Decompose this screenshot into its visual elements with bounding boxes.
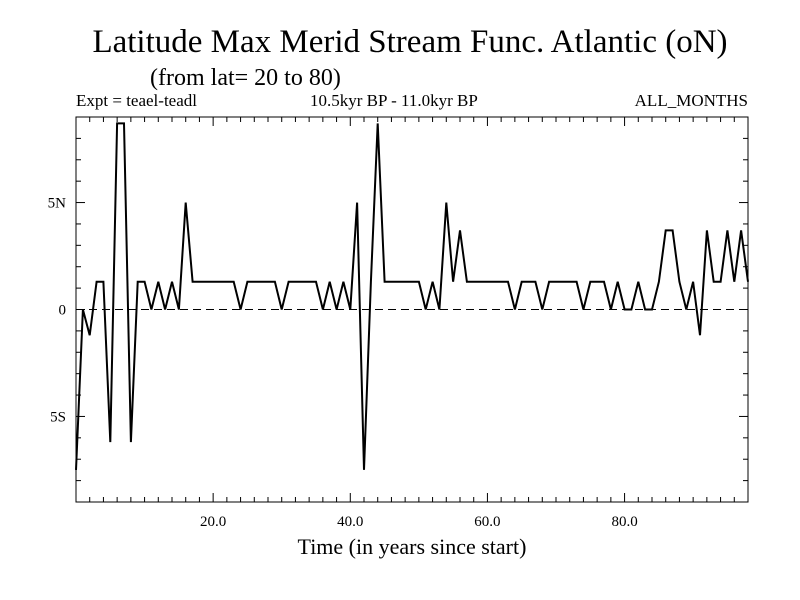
chart-subtitle: (from lat= 20 to 80) bbox=[150, 65, 341, 91]
experiment-label: Expt = teael-teadl bbox=[76, 91, 197, 110]
x-axis-label: Time (in years since start) bbox=[297, 534, 527, 559]
plot-frame bbox=[75, 116, 749, 503]
x-tick-label: 80.0 bbox=[611, 514, 637, 530]
x-tick-label: 40.0 bbox=[337, 514, 363, 530]
y-tick-label: 5S bbox=[50, 409, 66, 425]
y-tick-label: 0 bbox=[59, 303, 67, 319]
months-label: ALL_MONTHS bbox=[634, 91, 748, 110]
tick-labels: 20.0 40.0 60.0 80.0 5N 0 5S bbox=[48, 196, 638, 530]
period-label: 10.5kyr BP - 11.0kyr BP bbox=[310, 91, 478, 110]
chart-title: Latitude Max Merid Stream Func. Atlantic… bbox=[92, 24, 728, 60]
x-tick-label: 60.0 bbox=[474, 514, 500, 530]
y-tick-label: 5N bbox=[48, 196, 67, 212]
x-tick-label: 20.0 bbox=[200, 514, 226, 530]
series-line bbox=[75, 122, 749, 470]
